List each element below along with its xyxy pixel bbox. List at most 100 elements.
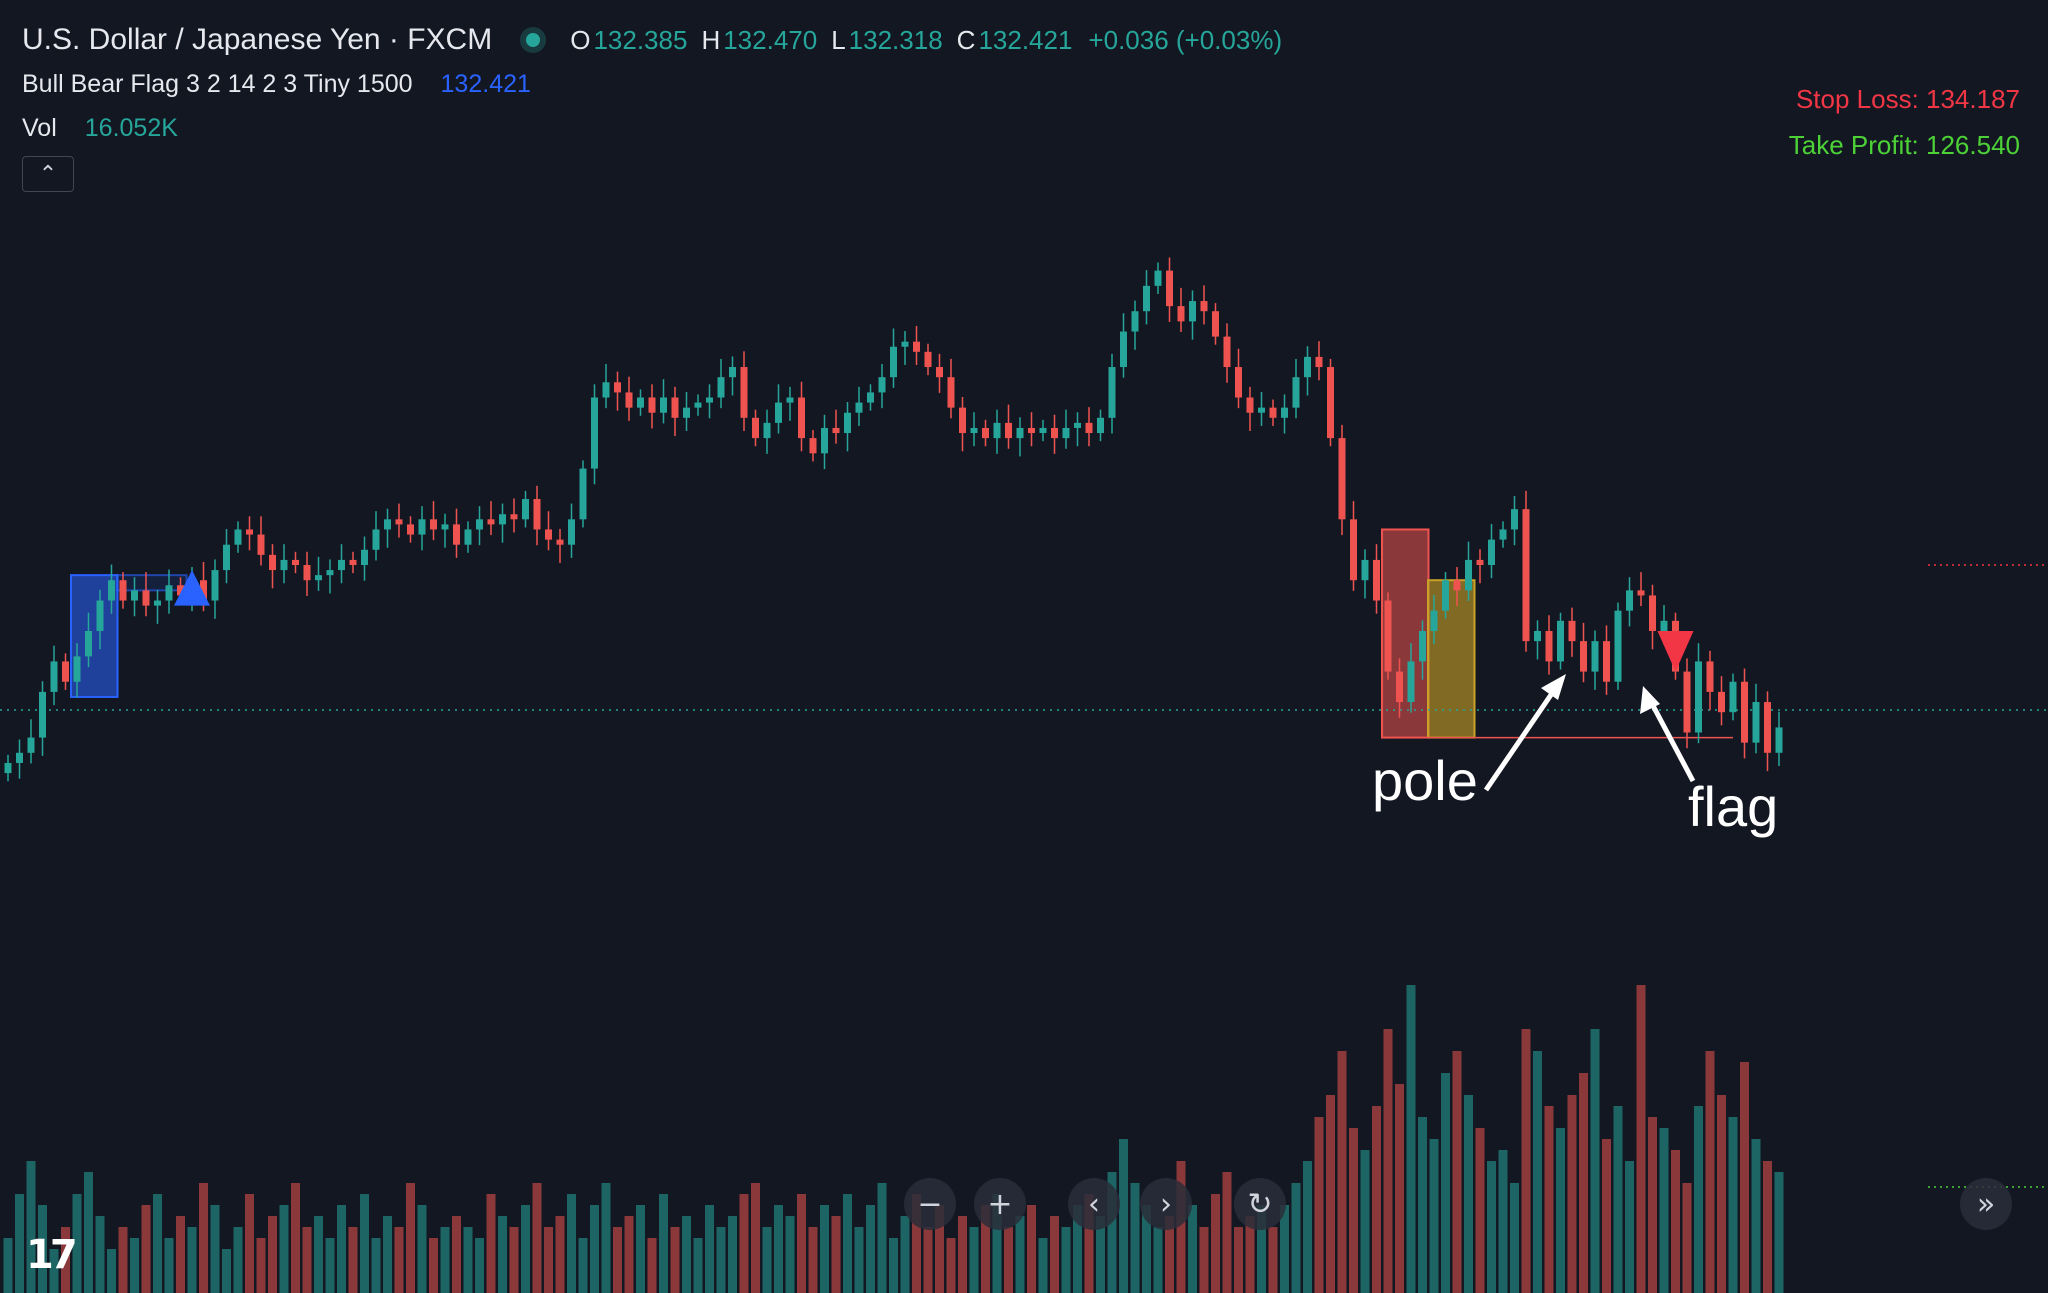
candle xyxy=(683,391,690,431)
volume-bar xyxy=(1763,1161,1772,1293)
volume-bar xyxy=(1383,1029,1393,1293)
volume-bar xyxy=(84,1172,93,1293)
volume-bar xyxy=(164,1238,174,1293)
volume-bar xyxy=(360,1194,369,1293)
reset-chart-button[interactable]: ↻ xyxy=(1234,1178,1286,1230)
volume-bar xyxy=(1234,1227,1243,1293)
high-label: H xyxy=(701,24,721,55)
candle xyxy=(959,396,966,452)
candle xyxy=(453,508,460,558)
candle xyxy=(763,409,771,454)
candle xyxy=(476,506,483,546)
bull-flag-zone xyxy=(116,574,188,592)
candle xyxy=(39,681,46,756)
tradingview-logo-icon[interactable]: 17 xyxy=(26,1232,78,1278)
volume-bar xyxy=(1487,1161,1496,1293)
symbol-title[interactable]: U.S. Dollar / Japanese Yen · FXCM xyxy=(22,23,493,56)
candle xyxy=(625,376,633,421)
volume-bar xyxy=(72,1194,82,1293)
volume-row[interactable]: Vol 16.052K xyxy=(22,106,1282,150)
candle xyxy=(924,343,932,376)
candle xyxy=(694,394,702,416)
candle xyxy=(16,739,23,779)
candle xyxy=(1028,412,1035,447)
candle xyxy=(510,498,518,533)
volume-bar xyxy=(1636,985,1646,1293)
candle xyxy=(602,364,610,409)
candle xyxy=(326,559,334,594)
volume-bar xyxy=(567,1194,576,1293)
volume-bar xyxy=(1602,1139,1611,1293)
candle xyxy=(901,331,909,366)
collapse-legend-button[interactable]: ⌃ xyxy=(22,156,74,192)
candle xyxy=(1430,594,1438,645)
candle xyxy=(338,544,345,584)
candle xyxy=(96,589,104,650)
indicator-row[interactable]: Bull Bear Flag 3 2 14 2 3 Tiny 1500 132.… xyxy=(22,62,1282,106)
zoom-in-button[interactable]: + xyxy=(974,1178,1026,1230)
candle xyxy=(729,356,736,396)
volume-bar xyxy=(601,1183,611,1293)
bear-signal-triangle-icon xyxy=(1657,630,1694,672)
symbol-row: U.S. Dollar / Japanese Yen · FXCM O 132.… xyxy=(22,18,1282,62)
minus-icon: − xyxy=(917,1186,943,1222)
candle xyxy=(1005,404,1012,449)
pole-arrow xyxy=(1483,684,1560,792)
candle xyxy=(1683,658,1691,749)
volume-bar xyxy=(958,1216,967,1293)
candle xyxy=(499,503,506,543)
volume-bar xyxy=(544,1227,553,1293)
high-value: 132.470 xyxy=(723,24,818,55)
candle xyxy=(821,414,828,470)
scroll-to-realtime-button[interactable]: » xyxy=(1960,1178,2012,1230)
candle xyxy=(1143,270,1150,325)
candle xyxy=(660,379,667,424)
take-profit-label: Take Profit: 126.540 xyxy=(1788,130,2020,160)
volume-bar xyxy=(946,1238,956,1293)
volume-bar xyxy=(992,1194,1002,1293)
volume-bar xyxy=(1567,1095,1577,1293)
volume-bar xyxy=(1130,1183,1140,1293)
volume-bar xyxy=(1372,1106,1381,1293)
open-value: 132.385 xyxy=(593,24,688,55)
volume-bar xyxy=(808,1227,818,1293)
volume-bar xyxy=(1579,1073,1588,1293)
candle xyxy=(522,490,529,528)
volume-bar xyxy=(1360,1150,1370,1293)
indicator-name[interactable]: Bull Bear Flag 3 2 14 2 3 Tiny 1500 xyxy=(22,69,413,98)
volume-bar xyxy=(705,1205,714,1293)
candle xyxy=(1166,257,1173,322)
candle xyxy=(464,521,472,553)
volume-bar xyxy=(1682,1183,1692,1293)
candle xyxy=(349,551,357,574)
volume-label[interactable]: Vol xyxy=(22,113,57,142)
candle xyxy=(1350,501,1357,591)
candle xyxy=(798,381,805,452)
volume-bar xyxy=(912,1194,921,1293)
volume-bar xyxy=(624,1216,634,1293)
candle xyxy=(533,485,541,546)
candle xyxy=(1741,668,1748,759)
volume-bar xyxy=(61,1227,70,1293)
scroll-left-button[interactable]: ‹ xyxy=(1068,1178,1120,1230)
volume-bar xyxy=(1544,1106,1554,1293)
volume-bar xyxy=(1694,1106,1703,1293)
candle xyxy=(50,645,58,706)
candle xyxy=(1591,630,1599,690)
candle xyxy=(1258,391,1265,426)
volume-bar xyxy=(245,1194,254,1293)
volume-bar xyxy=(866,1205,875,1293)
candle xyxy=(407,516,414,543)
reset-icon: ↻ xyxy=(1247,1186,1273,1222)
candle xyxy=(1373,544,1380,614)
candle xyxy=(1235,348,1242,409)
candle xyxy=(1603,625,1610,695)
volume-bar xyxy=(774,1205,783,1293)
volume-bar xyxy=(889,1238,898,1293)
candle xyxy=(1246,386,1254,431)
scroll-right-button[interactable]: › xyxy=(1140,1178,1192,1230)
market-status-dot-icon xyxy=(526,33,541,47)
zoom-out-button[interactable]: − xyxy=(904,1178,956,1230)
volume-bar xyxy=(1303,1161,1312,1293)
